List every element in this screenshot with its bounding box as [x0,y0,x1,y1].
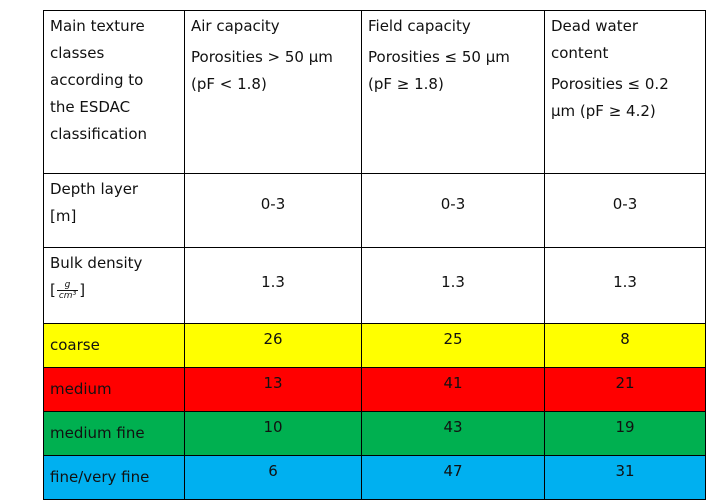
depth-dead-water: 0-3 [544,173,706,248]
header-line: Main texture [50,17,145,35]
texture-label: medium fine [43,411,185,456]
depth-air-capacity: 0-3 [184,173,362,248]
texture-row-fine: fine/very fine 6 47 31 [43,455,706,500]
header-title: Field capacity [368,17,471,35]
texture-label: fine/very fine [43,455,185,500]
label-line: Bulk density [50,254,143,272]
bulk-dead-water: 1.3 [544,247,706,324]
header-detail: (pF < 1.8) [191,75,267,93]
texture-label: coarse [43,323,185,368]
bulk-density-unit: [g cm³] [50,277,178,304]
texture-row-medium-fine: medium fine 10 43 19 [43,411,706,456]
air-capacity-value: 10 [184,411,362,456]
header-line: classification [50,125,148,143]
bulk-density-row: Bulk density [g cm³] 1.3 1.3 1.3 [43,247,706,324]
header-line: classes [50,44,105,62]
label-line: Depth layer [50,180,139,198]
header-texture-classes: Main texture classes according to the ES… [43,10,185,174]
header-row: Main texture classes according to the ES… [43,10,706,174]
header-detail: Porosities ≤ 0.2 [551,75,669,93]
field-capacity-value: 25 [361,323,545,368]
field-capacity-value: 47 [361,455,545,500]
header-title: content [551,44,609,62]
unit-bracket-close: ] [79,281,86,299]
depth-field-capacity: 0-3 [361,173,545,248]
texture-table: Main texture classes according to the ES… [43,10,706,500]
air-capacity-value: 6 [184,455,362,500]
header-line: according to [50,71,144,89]
header-line: the ESDAC [50,98,131,116]
header-title: Dead water [551,17,638,35]
header-detail: µm (pF ≥ 4.2) [551,102,656,120]
header-detail: Porosities ≤ 50 µm [368,48,510,66]
header-field-capacity: Field capacity Porosities ≤ 50 µm (pF ≥ … [361,10,545,174]
dead-water-value: 19 [544,411,706,456]
air-capacity-value: 13 [184,367,362,412]
header-title: Air capacity [191,17,280,35]
header-dead-water-content: Dead water content Porosities ≤ 0.2 µm (… [544,10,706,174]
header-air-capacity: Air capacity Porosities > 50 µm (pF < 1.… [184,10,362,174]
header-detail: Porosities > 50 µm [191,48,333,66]
label-line: [m] [50,207,77,225]
bulk-field-capacity: 1.3 [361,247,545,324]
unit-bracket-open: [ [50,281,56,299]
dead-water-value: 31 [544,455,706,500]
texture-row-coarse: coarse 26 25 8 [43,323,706,368]
field-capacity-value: 41 [361,367,545,412]
unit-numerator: g [56,280,79,291]
unit-fraction: g cm³ [56,280,79,301]
texture-row-medium: medium 13 41 21 [43,367,706,412]
depth-layer-label: Depth layer [m] [43,173,185,248]
air-capacity-value: 26 [184,323,362,368]
depth-layer-row: Depth layer [m] 0-3 0-3 0-3 [43,173,706,248]
texture-label: medium [43,367,185,412]
unit-denominator: cm³ [58,291,77,301]
dead-water-value: 8 [544,323,706,368]
bulk-air-capacity: 1.3 [184,247,362,324]
header-detail: (pF ≥ 1.8) [368,75,444,93]
dead-water-value: 21 [544,367,706,412]
bulk-density-label: Bulk density [g cm³] [43,247,185,324]
field-capacity-value: 43 [361,411,545,456]
